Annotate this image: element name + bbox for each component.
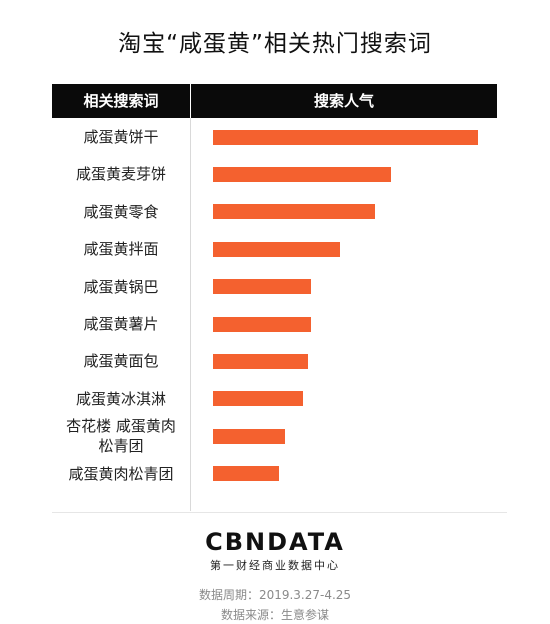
category-label: 咸蛋黄零食 xyxy=(52,202,190,222)
category-label: 咸蛋黄锅巴 xyxy=(52,277,190,297)
category-label-line: 咸蛋黄肉松青团 xyxy=(68,464,174,483)
category-label-line: 咸蛋黄拌面 xyxy=(83,240,159,259)
category-label-line: 咸蛋黄锅巴 xyxy=(83,277,159,296)
bar xyxy=(213,241,341,257)
category-label-line: 咸蛋黄零食 xyxy=(83,202,159,221)
category-label: 咸蛋黄麦芽饼 xyxy=(52,164,190,184)
category-label: 咸蛋黄冰淇淋 xyxy=(52,389,190,409)
category-label: 咸蛋黄拌面 xyxy=(52,239,190,259)
bar xyxy=(213,428,285,444)
category-label-line: 杏花楼 咸蛋黄肉 xyxy=(66,417,176,436)
brand-logo: CBNDATA xyxy=(205,528,345,556)
category-label-line: 咸蛋黄麦芽饼 xyxy=(75,165,166,184)
table-header-bar xyxy=(52,84,497,118)
bar xyxy=(213,391,304,407)
bar xyxy=(213,204,375,220)
header-divider xyxy=(190,84,191,118)
bottom-divider xyxy=(52,512,507,513)
category-label-line: 咸蛋黄面包 xyxy=(83,352,159,371)
bar xyxy=(213,129,478,145)
bar xyxy=(213,353,309,369)
category-label-line: 咸蛋黄饼干 xyxy=(83,128,159,146)
category-label: 咸蛋黄薯片 xyxy=(52,314,190,334)
category-label: 咸蛋黄肉松青团 xyxy=(52,464,190,484)
data-period: 数据周期：2019.3.27-4.25 xyxy=(198,588,352,602)
header-search-popularity: 搜索人气 xyxy=(313,92,374,110)
brand-subtitle: 第一财经商业数据中心 xyxy=(210,559,340,572)
bar xyxy=(213,316,312,332)
category-label: 杏花楼 咸蛋黄肉 松青团 xyxy=(52,416,190,456)
category-label-line: 咸蛋黄冰淇淋 xyxy=(75,389,166,408)
label-column-divider xyxy=(190,118,191,511)
header-search-term: 相关搜索词 xyxy=(83,92,159,110)
bar xyxy=(213,279,312,295)
category-label-line: 松青团 xyxy=(98,437,144,456)
category-label: 咸蛋黄面包 xyxy=(52,351,190,371)
category-label: 咸蛋黄饼干 xyxy=(52,127,190,147)
bar xyxy=(213,466,280,482)
category-label-line: 咸蛋黄薯片 xyxy=(83,315,159,333)
data-source: 数据来源：生意参谋 xyxy=(220,608,329,622)
bar xyxy=(213,166,391,182)
chart-title: 淘宝“咸蛋黄”相关热门搜索词 xyxy=(118,31,432,57)
